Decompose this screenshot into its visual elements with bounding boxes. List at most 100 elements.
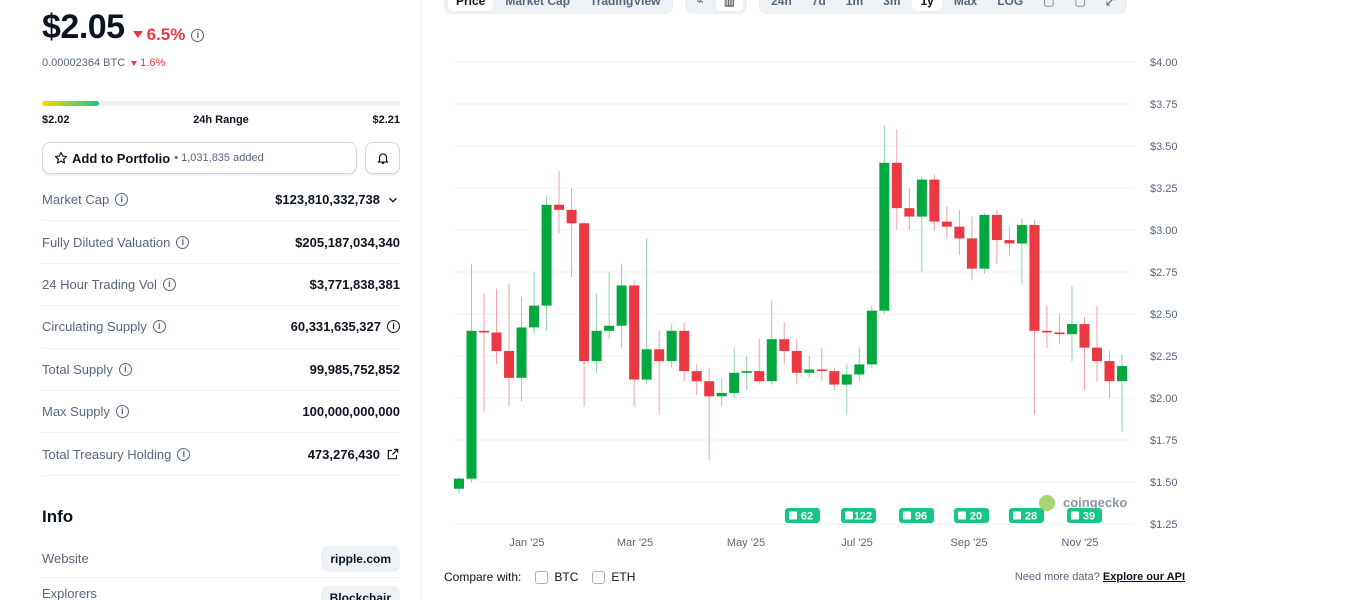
candle-body	[929, 179, 940, 222]
compare-label: Compare with:	[444, 570, 522, 584]
news-icon	[1013, 511, 1021, 520]
chevron-down-icon[interactable]	[386, 193, 400, 207]
stat-label: Fully Diluted Valuation	[42, 234, 171, 250]
price-alert-button[interactable]	[365, 142, 400, 174]
stat-label: Max Supply	[42, 404, 110, 420]
line-chart-icon[interactable]: ⌁	[696, 0, 704, 8]
candle-body	[804, 369, 815, 373]
explorers-label: Explorers	[42, 586, 97, 600]
eth-compare-label[interactable]: ETH	[611, 570, 636, 584]
info-icon[interactable]: i	[191, 29, 205, 42]
candle-body	[866, 310, 877, 365]
candle-body	[754, 371, 765, 382]
info-icon[interactable]: i	[162, 277, 176, 291]
info-icon[interactable]: i	[152, 320, 166, 334]
explorers-row: Explorers Blockchair	[42, 586, 400, 600]
candle-body	[579, 223, 590, 362]
portfolio-label: Add to Portfolio	[72, 150, 171, 166]
candle-body	[766, 339, 777, 382]
eth-checkbox[interactable]	[592, 570, 606, 584]
info-icon[interactable]: i	[115, 405, 129, 419]
btc-change-badge: 1.6%	[131, 57, 165, 69]
x-tick-label: Jul '25	[841, 537, 872, 549]
news-badge-count: 39	[1083, 511, 1095, 523]
chart-toolbar: Price Market Cap TradingView ⌁ ▥ 24h 7d …	[444, 0, 1185, 14]
api-promo: Need more data? Explore our API	[1015, 571, 1185, 583]
news-badge-count: 96	[915, 511, 927, 523]
y-tick-label: $1.25	[1150, 519, 1178, 531]
range-3m[interactable]: 3m	[883, 0, 901, 8]
stat-row-market-cap: Market Cap i $123,810,332,738	[42, 179, 400, 222]
candle-body	[966, 238, 977, 269]
candle-body	[454, 478, 464, 489]
download-icon[interactable]: ▢	[1074, 0, 1086, 8]
tab-price[interactable]: Price	[448, 0, 494, 11]
stats-list: Market Cap i $123,810,332,738 Fully Dilut…	[42, 179, 400, 476]
btc-price-row: 0.00002364 BTC 1.6%	[42, 57, 165, 69]
coingecko-watermark: coingecko	[1063, 495, 1127, 510]
btc-compare-label[interactable]: BTC	[554, 570, 579, 584]
candle-body	[541, 204, 552, 306]
y-tick-label: $2.75	[1150, 267, 1178, 279]
info-icon[interactable]: i	[387, 320, 400, 334]
explorers-dropdown[interactable]: Blockchair	[320, 586, 400, 600]
explorer-link[interactable]: Blockchair	[329, 591, 391, 600]
news-icon	[845, 511, 853, 520]
candle-body	[879, 162, 890, 311]
caret-down-icon	[131, 60, 138, 66]
candle-body	[504, 350, 515, 378]
range-low: $2.02	[42, 114, 70, 126]
tab-tradingview[interactable]: TradingView	[590, 0, 661, 8]
stat-label: Total Supply	[42, 361, 113, 377]
candle-body	[916, 179, 927, 217]
info-icon[interactable]: i	[115, 193, 129, 207]
x-tick-label: Nov '25	[1062, 537, 1099, 549]
btc-checkbox[interactable]	[535, 570, 549, 584]
candle-body	[729, 372, 740, 393]
price-candlestick-chart[interactable]: $4.00 $3.75 $3.50 $3.25 $3.00 $2.75 $2.50 $2.25…	[444, 40, 1194, 560]
stat-row-fdv: Fully Diluted Valuation i $205,187,034,34…	[42, 221, 400, 264]
range-1y[interactable]: 1y	[912, 0, 942, 11]
candle-body	[479, 330, 490, 333]
info-icon[interactable]: i	[177, 447, 191, 461]
tab-market-cap[interactable]: Market Cap	[505, 0, 571, 8]
candle-body	[466, 330, 477, 479]
x-tick-label: Jan '25	[509, 537, 544, 549]
range-bar	[42, 101, 400, 106]
stat-value: 60,331,635,327	[290, 319, 381, 335]
calendar-icon[interactable]: ▢	[1043, 0, 1055, 8]
range-high: $2.21	[372, 114, 400, 126]
candle-body	[491, 332, 502, 351]
candle-body	[904, 208, 915, 217]
explore-api-link[interactable]: Explore our API	[1102, 571, 1185, 583]
news-icon	[958, 511, 966, 520]
range-7d[interactable]: 7d	[811, 0, 826, 8]
y-tick-label: $2.25	[1150, 351, 1178, 363]
y-tick-label: $2.50	[1150, 309, 1178, 321]
news-icon	[789, 511, 797, 520]
external-link-icon[interactable]	[386, 447, 400, 461]
range-log[interactable]: LOG	[997, 0, 1024, 8]
stat-label: Total Treasury Holding	[42, 446, 172, 462]
candle-body	[1016, 224, 1027, 244]
stat-label: 24 Hour Trading Vol	[42, 276, 157, 292]
expand-icon[interactable]: ⤢	[1105, 0, 1116, 8]
candle-body	[716, 392, 727, 397]
candlestick-chart-icon[interactable]: ▥	[715, 0, 744, 11]
y-tick-label: $1.50	[1150, 477, 1178, 489]
range-24h[interactable]: 24h	[771, 0, 792, 8]
candle-body	[641, 349, 652, 380]
news-badge-count: 62	[801, 511, 813, 523]
info-icon[interactable]: i	[176, 235, 190, 249]
website-link[interactable]: ripple.com	[321, 545, 400, 572]
candle-body	[654, 349, 665, 362]
info-icon[interactable]: i	[118, 362, 132, 376]
range-1m[interactable]: 1m	[845, 0, 864, 8]
range-max[interactable]: Max	[953, 0, 978, 8]
stat-value: $123,810,332,738	[275, 192, 380, 208]
coin-price: $2.05	[42, 8, 125, 46]
candle-body	[529, 305, 540, 328]
stat-row-volume: 24 Hour Trading Vol i $3,771,838,381	[42, 264, 400, 307]
candle-body	[779, 339, 790, 351]
add-to-portfolio-button[interactable]: Add to Portfolio • 1,031,835 added	[42, 142, 357, 174]
